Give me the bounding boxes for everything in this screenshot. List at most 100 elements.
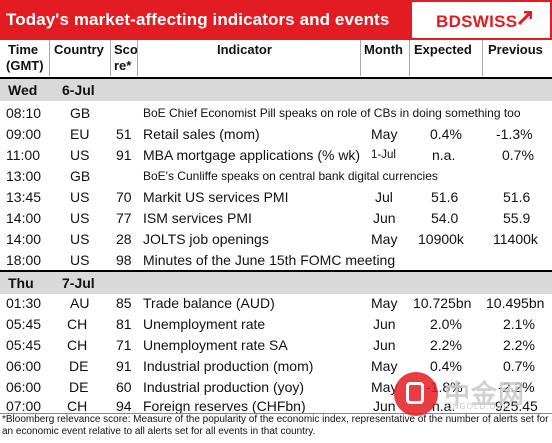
expected-cell: 0.4% bbox=[430, 358, 462, 374]
col-expected: Expected bbox=[414, 42, 472, 57]
month-cell: May bbox=[371, 231, 398, 247]
expected-cell: 51.6 bbox=[431, 189, 459, 205]
table-row: 06:00 DE 91 Industrial production (mom) … bbox=[0, 356, 552, 377]
month-cell: May bbox=[371, 358, 398, 374]
time-cell: 14:00 bbox=[6, 231, 42, 247]
watermark-logo-icon bbox=[394, 372, 438, 416]
indicator-cell: Industrial production (yoy) bbox=[143, 379, 305, 395]
time-cell: 06:00 bbox=[6, 358, 42, 374]
score-cell: 81 bbox=[116, 316, 132, 332]
score-cell: 85 bbox=[116, 295, 132, 311]
day-band-wed: Wed 6-Jul bbox=[0, 79, 552, 101]
expected-cell: 2.2% bbox=[430, 337, 462, 353]
col-month: Month bbox=[364, 42, 403, 57]
table-row: 13:45 US 70 Markit US services PMI Jul 5… bbox=[0, 187, 552, 208]
country-cell: US bbox=[70, 210, 90, 226]
previous-cell: 11400k bbox=[493, 231, 538, 247]
previous-cell: -1.3% bbox=[496, 126, 533, 142]
previous-cell: -2.2% bbox=[498, 379, 535, 395]
expected-cell: 2.0% bbox=[430, 316, 462, 332]
country-cell: CH bbox=[67, 316, 88, 332]
expected-cell: 10900k bbox=[418, 231, 464, 247]
col-country: Country bbox=[54, 42, 104, 57]
table-row: 09:00 EU 51 Retail sales (mom) May 0.4% … bbox=[0, 124, 552, 145]
previous-cell: 51.6 bbox=[503, 189, 531, 205]
country-cell: DE bbox=[69, 358, 89, 374]
event-cell: BoE's Cunliffe speaks on central bank di… bbox=[143, 169, 438, 183]
day-label: Thu bbox=[8, 275, 34, 291]
header-rule bbox=[0, 77, 552, 79]
expected-cell: n.a. bbox=[432, 147, 456, 163]
footnote: *Bloomberg relevance score: Measure of t… bbox=[2, 414, 549, 437]
day-date: 7-Jul bbox=[62, 275, 95, 291]
time-cell: 11:00 bbox=[6, 147, 40, 163]
previous-cell: 925.45 bbox=[495, 398, 538, 414]
divider bbox=[482, 40, 483, 76]
logo-text: BDSWISS bbox=[436, 12, 518, 31]
country-cell: US bbox=[70, 252, 90, 268]
table-row: 05:45 CH 71 Unemployment rate SA Jun 2.2… bbox=[0, 335, 552, 356]
expected-cell: 0.4% bbox=[430, 126, 462, 142]
month-cell: Jun bbox=[373, 316, 396, 332]
time-cell: 09:00 bbox=[6, 126, 42, 142]
watermark-subtext: CNGOLD.ORG bbox=[446, 402, 511, 411]
divider bbox=[360, 40, 361, 76]
country-cell: US bbox=[70, 147, 90, 163]
table-row: 13:00 GB BoE's Cunliffe speaks on centra… bbox=[0, 166, 552, 187]
previous-cell: 0.7% bbox=[503, 358, 535, 374]
indicator-cell: Trade balance (AUD) bbox=[143, 295, 275, 311]
score-cell: 70 bbox=[116, 189, 132, 205]
time-cell: 07:00 bbox=[6, 398, 42, 414]
previous-cell: 10.495bn bbox=[486, 295, 545, 311]
indicator-cell: JOLTS job openings bbox=[143, 231, 269, 247]
table-row: 05:45 CH 81 Unemployment rate Jun 2.0% 2… bbox=[0, 314, 552, 335]
country-cell: DE bbox=[69, 379, 89, 395]
month-cell: May bbox=[371, 295, 398, 311]
score-cell: 77 bbox=[116, 210, 132, 226]
country-cell: GB bbox=[70, 105, 91, 121]
time-cell: 05:45 bbox=[6, 337, 42, 353]
score-cell: 60 bbox=[116, 379, 132, 395]
bdswiss-logo: BDSWISS bbox=[412, 2, 550, 38]
score-cell: 91 bbox=[116, 147, 132, 163]
previous-cell: 2.2% bbox=[503, 337, 535, 353]
country-cell: GB bbox=[70, 168, 91, 184]
indicator-cell: ISM services PMI bbox=[143, 210, 252, 226]
month-cell: Jun bbox=[373, 337, 396, 353]
table-row: 07:00 CH 94 Foreign reserves (CHFbn) Jun… bbox=[0, 396, 552, 417]
event-cell: BoE Chief Economist Pill speaks on role … bbox=[143, 106, 521, 120]
time-cell: 18:00 bbox=[6, 252, 42, 268]
month-cell: 1-Jul bbox=[371, 149, 396, 161]
divider bbox=[110, 40, 111, 76]
table-row: 14:00 US 77 ISM services PMI Jun 54.0 55… bbox=[0, 208, 552, 229]
score-cell: 28 bbox=[116, 231, 132, 247]
indicator-cell: MBA mortgage applications (% wk) bbox=[143, 147, 361, 163]
day-label: Wed bbox=[8, 82, 38, 98]
title-bar: Today's market-affecting indicators and … bbox=[0, 0, 552, 40]
month-cell: Jul bbox=[375, 189, 393, 205]
month-cell: May bbox=[371, 379, 398, 395]
country-cell: EU bbox=[70, 126, 90, 142]
time-cell: 05:45 bbox=[6, 316, 42, 332]
table-row: 11:00 US 91 MBA mortgage applications (%… bbox=[0, 145, 552, 166]
country-cell: AU bbox=[70, 295, 90, 311]
col-score-line2: re* bbox=[114, 58, 132, 73]
watermark-text: 中金网 bbox=[444, 379, 526, 409]
time-cell: 08:10 bbox=[6, 105, 42, 121]
score-cell: 71 bbox=[116, 337, 132, 353]
day-rule bbox=[0, 270, 552, 272]
col-previous: Previous bbox=[488, 42, 543, 57]
time-cell: 14:00 bbox=[6, 210, 42, 226]
table-row: 06:00 DE 60 Industrial production (yoy) … bbox=[0, 377, 552, 398]
indicator-cell: Retail sales (mom) bbox=[143, 126, 260, 142]
day-date: 6-Jul bbox=[62, 82, 95, 98]
col-time-line2: (GMT) bbox=[6, 58, 44, 73]
table-row: 18:00 US 98 Minutes of the June 15th FOM… bbox=[0, 250, 552, 271]
expected-cell: n.a. bbox=[432, 398, 456, 414]
expected-cell: 10.725bn bbox=[413, 295, 472, 311]
month-cell: May bbox=[371, 126, 398, 142]
time-cell: 13:00 bbox=[6, 168, 42, 184]
country-cell: US bbox=[70, 189, 90, 205]
time-cell: 01:30 bbox=[6, 295, 42, 311]
indicator-cell: Unemployment rate SA bbox=[143, 337, 288, 353]
